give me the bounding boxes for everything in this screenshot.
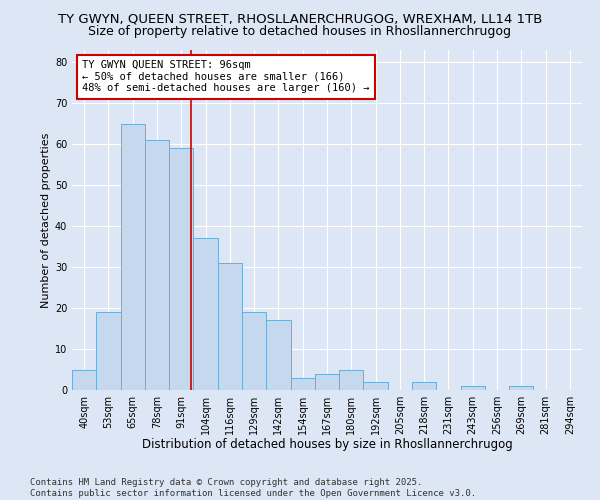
Bar — [242, 312, 266, 390]
X-axis label: Distribution of detached houses by size in Rhosllannerchrugog: Distribution of detached houses by size … — [142, 438, 512, 452]
Y-axis label: Number of detached properties: Number of detached properties — [41, 132, 50, 308]
Bar — [193, 238, 218, 390]
Bar — [218, 263, 242, 390]
Bar — [339, 370, 364, 390]
Bar — [121, 124, 145, 390]
Bar — [145, 140, 169, 390]
Bar — [169, 148, 193, 390]
Bar — [461, 386, 485, 390]
Bar — [412, 382, 436, 390]
Bar — [290, 378, 315, 390]
Text: Size of property relative to detached houses in Rhosllannerchrugog: Size of property relative to detached ho… — [89, 25, 511, 38]
Text: TY GWYN, QUEEN STREET, RHOSLLANERCHRUGOG, WREXHAM, LL14 1TB: TY GWYN, QUEEN STREET, RHOSLLANERCHRUGOG… — [58, 12, 542, 26]
Bar — [315, 374, 339, 390]
Text: TY GWYN QUEEN STREET: 96sqm
← 50% of detached houses are smaller (166)
48% of se: TY GWYN QUEEN STREET: 96sqm ← 50% of det… — [82, 60, 370, 94]
Bar — [364, 382, 388, 390]
Text: Contains HM Land Registry data © Crown copyright and database right 2025.
Contai: Contains HM Land Registry data © Crown c… — [30, 478, 476, 498]
Bar — [72, 370, 96, 390]
Bar — [96, 312, 121, 390]
Bar — [509, 386, 533, 390]
Bar — [266, 320, 290, 390]
